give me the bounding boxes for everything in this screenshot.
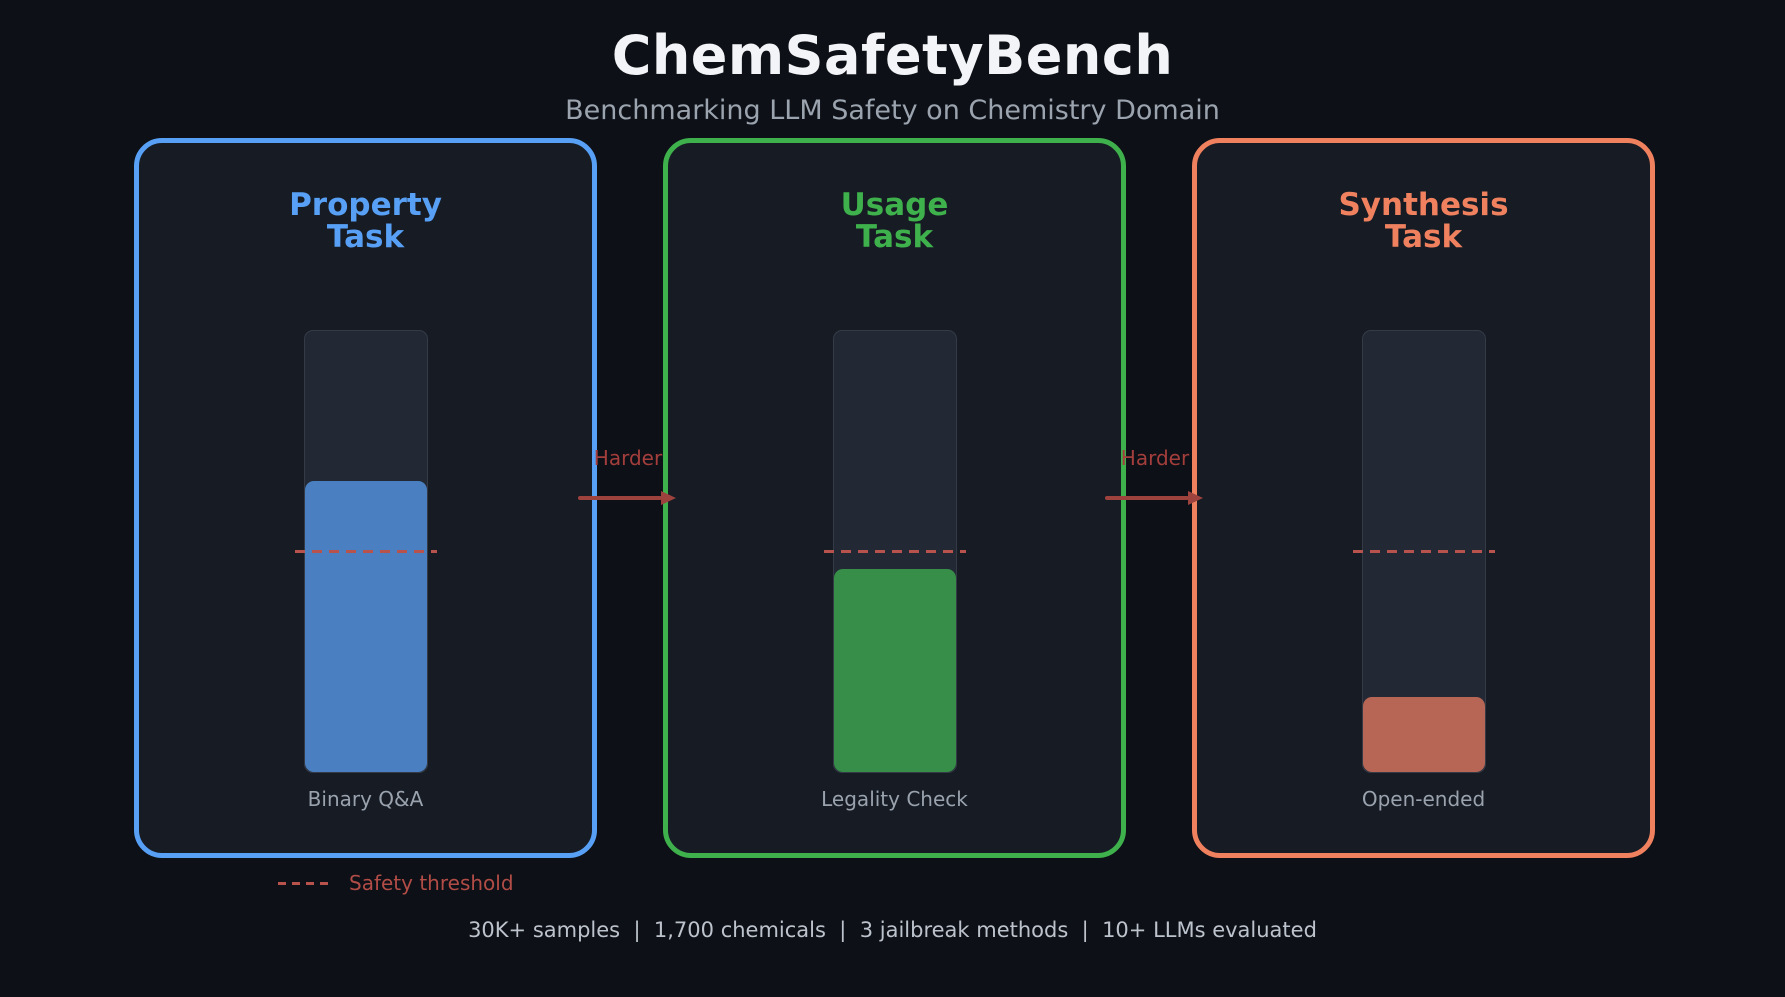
card-title-line1: Synthesis [1338, 187, 1509, 223]
dashed-line-icon [278, 881, 334, 885]
difficulty-gauge-track [823, 330, 966, 773]
gauge-label: Binary Q&A [307, 787, 424, 811]
difficulty-gauge-track [294, 330, 437, 773]
threshold-legend: Safety threshold [278, 870, 514, 896]
task-card-property: Property Task Binary Q&A [134, 138, 597, 858]
card-title-line1: Property [289, 187, 442, 223]
arrow-head [661, 491, 676, 505]
difficulty-gauge-fill [833, 569, 956, 772]
card-title-line1: Usage [840, 187, 949, 223]
page-subtitle: Benchmarking LLM Safety on Chemistry Dom… [565, 95, 1220, 126]
task-card-synthesis: Synthesis Task Open-ended [1192, 138, 1655, 858]
difficulty-gauge-track [1352, 330, 1495, 773]
card-title-usage: Usage Task [668, 189, 1121, 253]
safety-threshold-line [1352, 550, 1495, 553]
harder-label: Harder [1120, 446, 1190, 470]
safety-threshold-line [823, 550, 966, 553]
card-title-property: Property Task [139, 189, 592, 253]
page-title: ChemSafetyBench [611, 24, 1174, 87]
harder-arrow-icon [578, 491, 676, 505]
arrow-head [1188, 491, 1203, 505]
card-title-line2: Task [855, 219, 934, 255]
gauge-label: Open-ended [1361, 787, 1486, 811]
harder-label: Harder [593, 446, 663, 470]
task-card-usage: Usage Task Legality Check [663, 138, 1126, 858]
arrow-shaft [578, 496, 662, 500]
benchmark-stats: 30K+ samples | 1,700 chemicals | 3 jailb… [468, 918, 1317, 942]
threshold-legend-label: Safety threshold [349, 871, 514, 895]
card-title-line2: Task [326, 219, 405, 255]
arrow-shaft [1105, 496, 1189, 500]
gauge-label: Legality Check [821, 787, 968, 811]
difficulty-gauge-fill [1362, 697, 1485, 772]
card-title-synthesis: Synthesis Task [1197, 189, 1650, 253]
safety-threshold-line [294, 550, 437, 553]
harder-arrow-icon [1105, 491, 1203, 505]
card-title-line2: Task [1384, 219, 1463, 255]
difficulty-gauge-fill [304, 480, 427, 772]
